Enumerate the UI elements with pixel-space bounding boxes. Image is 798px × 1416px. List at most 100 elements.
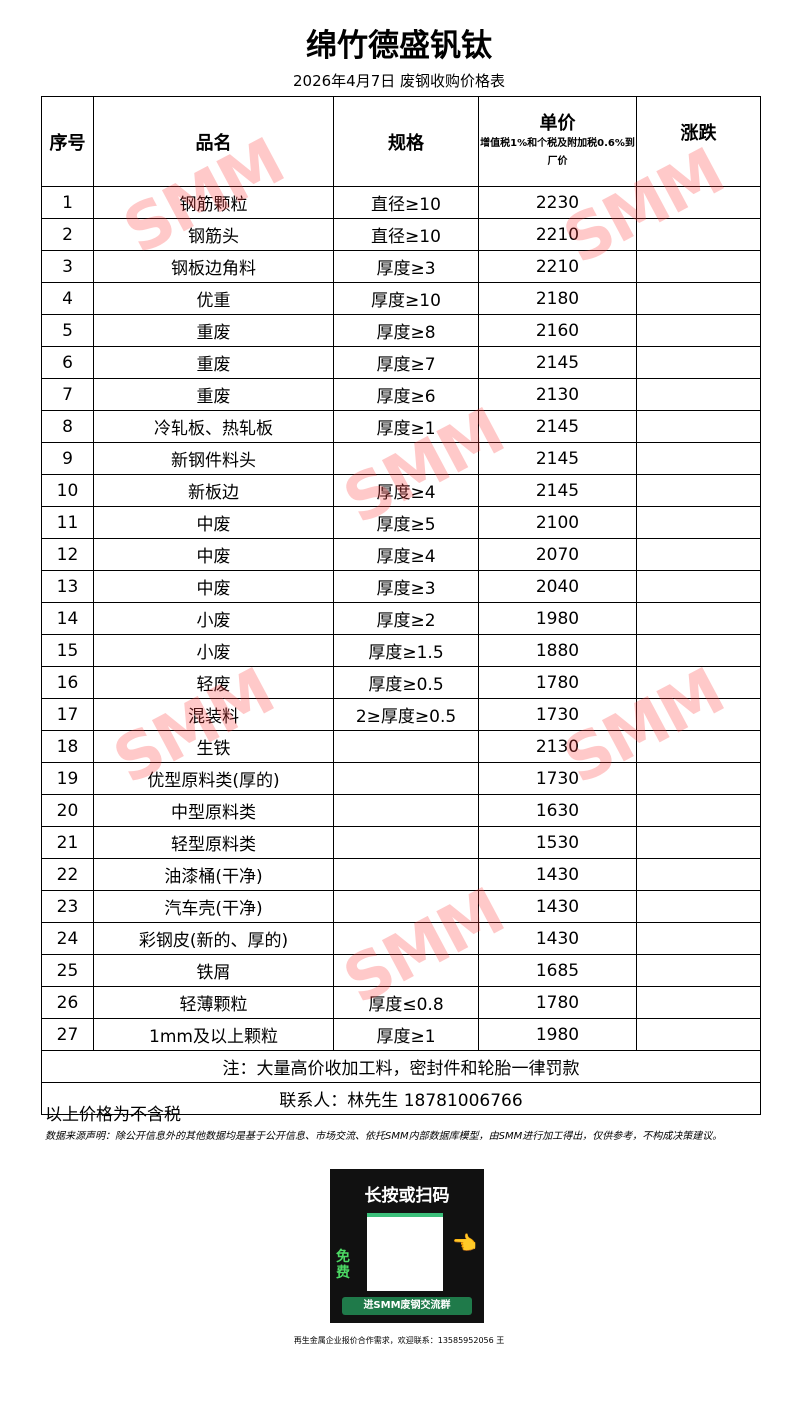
cell-change — [636, 186, 761, 219]
table-row: 13 中废 厚度≥3 2040 — [41, 570, 761, 603]
table-row: 2 钢筋头 直径≥10 2210 — [41, 218, 761, 251]
cell-spec: 厚度≥2 — [333, 602, 479, 635]
cell-name: 彩钢皮(新的、厚的) — [93, 922, 334, 955]
cell-spec — [333, 442, 479, 475]
header-name: 品名 — [93, 96, 334, 187]
cell-change — [636, 250, 761, 283]
table-row: 15 小废 厚度≥1.5 1880 — [41, 634, 761, 667]
table-row: 10 新板边 厚度≥4 2145 — [41, 474, 761, 507]
qr-promo[interactable]: 长按或扫码 免费 👈 进SMM废钢交流群 — [330, 1169, 484, 1323]
cell-price: 1430 — [478, 890, 637, 923]
cell-price: 2130 — [478, 378, 637, 411]
cell-change — [636, 570, 761, 603]
cell-spec: 厚度≥4 — [333, 474, 479, 507]
cell-name: 小废 — [93, 634, 334, 667]
cell-change — [636, 282, 761, 315]
cell-change — [636, 314, 761, 347]
cell-price: 1730 — [478, 762, 637, 795]
cell-spec: 厚度≥5 — [333, 506, 479, 539]
cell-change — [636, 858, 761, 891]
cell-change — [636, 410, 761, 443]
table-row: 7 重废 厚度≥6 2130 — [41, 378, 761, 411]
table-header: 序号 品名 规格 单价 增值税1%和个税及附加税0.6%到厂价 涨跌 — [41, 96, 761, 187]
cell-price: 1685 — [478, 954, 637, 987]
table-row: 4 优重 厚度≥10 2180 — [41, 282, 761, 315]
cell-no: 14 — [41, 602, 94, 635]
cell-change — [636, 602, 761, 635]
cell-spec: 直径≥10 — [333, 186, 479, 219]
cell-no: 24 — [41, 922, 94, 955]
cell-spec — [333, 890, 479, 923]
cell-no: 10 — [41, 474, 94, 507]
cell-no: 4 — [41, 282, 94, 315]
cell-spec: 厚度≥3 — [333, 250, 479, 283]
cell-spec — [333, 858, 479, 891]
tax-note: 以上价格为不含税 — [45, 1105, 181, 1125]
cell-change — [636, 698, 761, 731]
table-row: 14 小废 厚度≥2 1980 — [41, 602, 761, 635]
cell-spec: 厚度≥7 — [333, 346, 479, 379]
header-no: 序号 — [41, 96, 94, 187]
cell-no: 11 — [41, 506, 94, 539]
cell-name: 重废 — [93, 378, 334, 411]
qr-heading: 长按或扫码 — [364, 1186, 450, 1206]
join-group-button[interactable]: 进SMM废钢交流群 — [342, 1297, 472, 1315]
cell-name: 新钢件料头 — [93, 442, 334, 475]
cell-spec: 厚度≥1 — [333, 410, 479, 443]
cell-no: 21 — [41, 826, 94, 859]
cell-price: 2160 — [478, 314, 637, 347]
cell-spec — [333, 730, 479, 763]
cell-name: 油漆桶(干净) — [93, 858, 334, 891]
cell-name: 重废 — [93, 346, 334, 379]
cell-spec: 厚度≥3 — [333, 570, 479, 603]
cell-price: 1780 — [478, 666, 637, 699]
table-row: 25 铁屑 1685 — [41, 954, 761, 987]
cell-name: 生铁 — [93, 730, 334, 763]
table-row: 3 钢板边角料 厚度≥3 2210 — [41, 250, 761, 283]
table-row: 23 汽车壳(干净) 1430 — [41, 890, 761, 923]
cell-change — [636, 954, 761, 987]
table-row: 1 钢筋颗粒 直径≥10 2230 — [41, 186, 761, 219]
cell-name: 1mm及以上颗粒 — [93, 1018, 334, 1051]
cell-change — [636, 794, 761, 827]
cell-no: 16 — [41, 666, 94, 699]
cell-spec: 厚度≥1 — [333, 1018, 479, 1051]
qr-code[interactable] — [367, 1213, 443, 1291]
table-row: 26 轻薄颗粒 厚度≤0.8 1780 — [41, 986, 761, 1019]
cell-price: 1780 — [478, 986, 637, 1019]
pointing-hand-icon: 👈 — [452, 1231, 477, 1255]
cell-price: 2145 — [478, 410, 637, 443]
cell-name: 中型原料类 — [93, 794, 334, 827]
cell-name: 优重 — [93, 282, 334, 315]
page-subtitle: 2026年4月7日 废钢收购价格表 — [292, 72, 506, 90]
cell-name: 钢筋颗粒 — [93, 186, 334, 219]
cell-no: 26 — [41, 986, 94, 1019]
table-row: 11 中废 厚度≥5 2100 — [41, 506, 761, 539]
cell-price: 2145 — [478, 474, 637, 507]
cell-name: 混装料 — [93, 698, 334, 731]
table-note: 注：大量高价收加工料，密封件和轮胎一律罚款 — [41, 1050, 761, 1083]
cell-no: 15 — [41, 634, 94, 667]
price-table: 序号 品名 规格 单价 增值税1%和个税及附加税0.6%到厂价 涨跌 1 钢筋颗粒… — [41, 96, 761, 1115]
cell-no: 3 — [41, 250, 94, 283]
cell-no: 12 — [41, 538, 94, 571]
cell-price: 2130 — [478, 730, 637, 763]
cell-change — [636, 890, 761, 923]
table-row: 9 新钢件料头 2145 — [41, 442, 761, 475]
header-spec: 规格 — [333, 96, 479, 187]
cell-change — [636, 378, 761, 411]
page-title: 绵竹德盛钒钛 — [306, 28, 492, 64]
table-row: 12 中废 厚度≥4 2070 — [41, 538, 761, 571]
footer-contact: 再生金属企业报价合作需求，欢迎联系：13585952056 王 — [293, 1336, 505, 1345]
cell-price: 2210 — [478, 218, 637, 251]
cell-spec: 2≥厚度≥0.5 — [333, 698, 479, 731]
contact-info: 联系人：林先生 18781006766 — [41, 1082, 761, 1115]
cell-name: 轻薄颗粒 — [93, 986, 334, 1019]
cell-price: 2230 — [478, 186, 637, 219]
cell-no: 9 — [41, 442, 94, 475]
cell-spec — [333, 762, 479, 795]
cell-change — [636, 442, 761, 475]
cell-price: 1530 — [478, 826, 637, 859]
cell-name: 新板边 — [93, 474, 334, 507]
cell-no: 2 — [41, 218, 94, 251]
